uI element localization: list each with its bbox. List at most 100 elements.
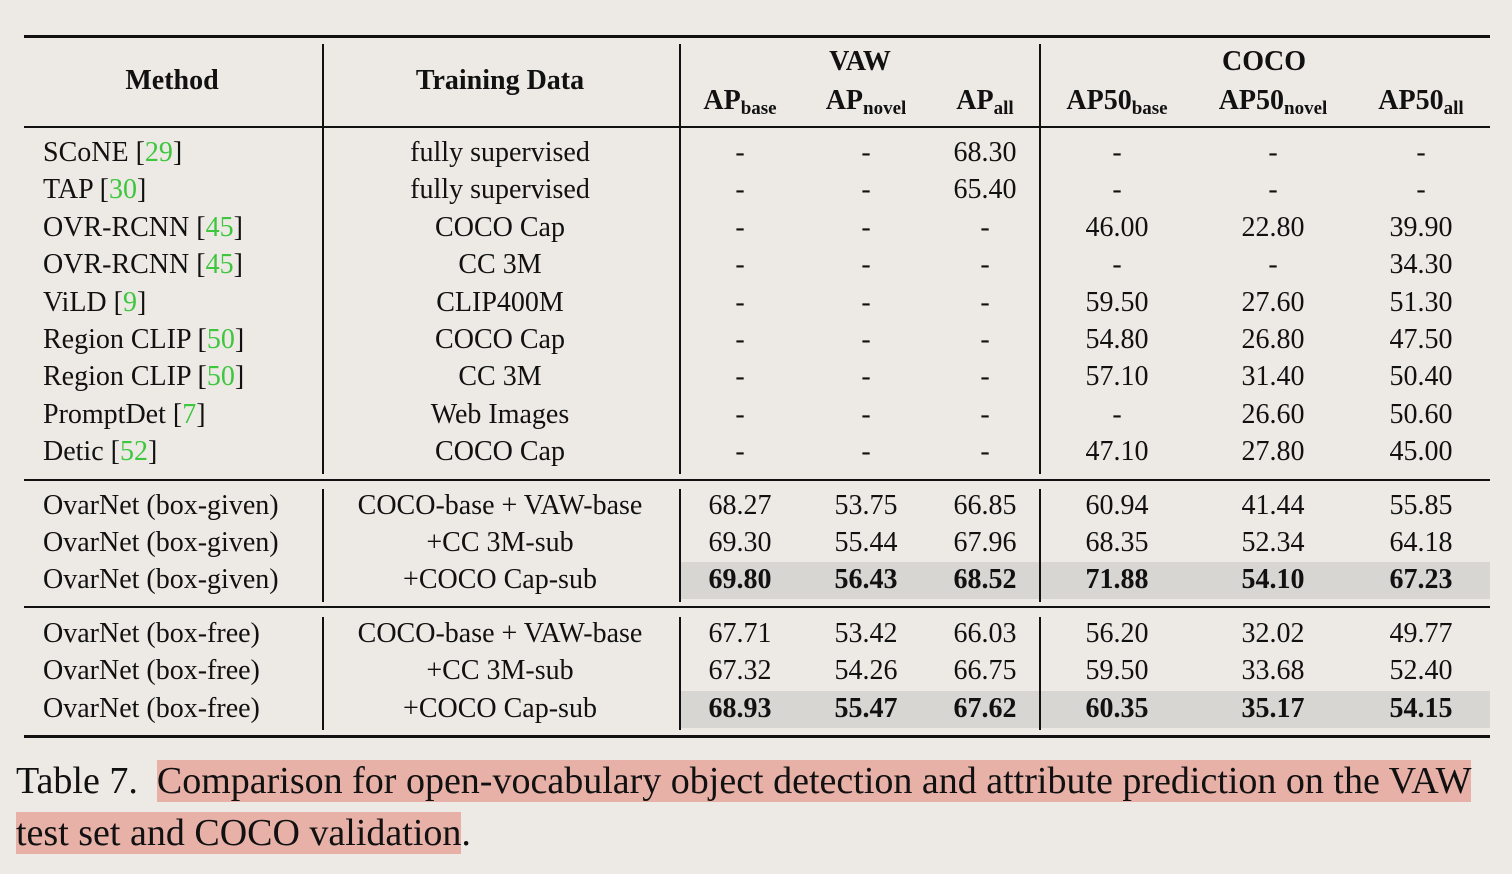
header-col-sub: base (740, 98, 777, 119)
header-col-3: AP50base (1066, 84, 1167, 118)
value-cell: 67.62 (953, 693, 1017, 724)
method-cell: OVR-RCNN [45] (43, 248, 243, 282)
value-cell: - (861, 174, 871, 205)
column-separator (322, 489, 324, 602)
method-name: ViLD [ (43, 287, 123, 318)
header-col-sub: base (1131, 98, 1168, 119)
value-cell: - (1416, 174, 1426, 205)
header-rule (24, 126, 1490, 128)
top-rule (24, 35, 1490, 38)
value-cell: 54.26 (834, 655, 898, 686)
value-cell: - (1268, 249, 1278, 280)
value-cell: - (1112, 399, 1122, 430)
value-cell: 69.30 (708, 527, 772, 558)
value-cell: 26.60 (1241, 399, 1305, 430)
method-cell: ViLD [9] (43, 286, 146, 320)
value-cell: - (861, 287, 871, 318)
citation-link[interactable]: 9 (122, 287, 137, 318)
group-rule-1 (24, 479, 1490, 481)
value-cell: 59.50 (1085, 655, 1149, 686)
citation-bracket: ] (136, 174, 147, 205)
citation-link[interactable]: 30 (108, 174, 137, 205)
value-cell: 53.75 (834, 490, 898, 521)
value-cell: 53.42 (834, 618, 898, 649)
value-cell: 67.32 (708, 655, 772, 686)
method-cell: Detic [52] (43, 435, 157, 469)
header-col-5: AP50all (1378, 84, 1463, 118)
header-col-2: APall (956, 84, 1013, 118)
value-cell: 66.03 (953, 618, 1017, 649)
header-col-4: AP50novel (1219, 84, 1328, 118)
value-cell: 55.47 (834, 693, 898, 724)
column-separator (322, 44, 324, 474)
training-data-cell: COCO Cap (435, 436, 565, 467)
value-cell: - (861, 361, 871, 392)
training-data-cell: fully supervised (410, 174, 590, 205)
method-cell: OvarNet (box-given) (43, 526, 279, 560)
value-cell: 67.23 (1389, 564, 1453, 595)
value-cell: 65.40 (953, 174, 1017, 205)
value-cell: - (861, 212, 871, 243)
column-separator (1039, 489, 1041, 602)
training-data-cell: COCO-base + VAW-base (357, 618, 643, 649)
citation-bracket: ] (172, 137, 183, 168)
method-cell: PromptDet [7] (43, 398, 206, 432)
citation-link[interactable]: 29 (144, 137, 173, 168)
header-group-coco: COCO (1222, 46, 1306, 77)
training-data-cell: +CC 3M-sub (426, 655, 574, 686)
highlight-row (680, 562, 1490, 599)
value-cell: 52.34 (1241, 527, 1305, 558)
value-cell: 32.02 (1241, 618, 1305, 649)
value-cell: 55.85 (1389, 490, 1453, 521)
citation-bracket: ] (234, 361, 245, 392)
citation-link[interactable]: 45 (205, 212, 234, 243)
value-cell: - (735, 249, 745, 280)
citation-bracket: ] (136, 287, 147, 318)
value-cell: 68.30 (953, 137, 1017, 168)
citation-link[interactable]: 50 (206, 324, 235, 355)
method-name: TAP [ (43, 174, 109, 205)
citation-link[interactable]: 52 (119, 436, 148, 467)
value-cell: 56.43 (834, 564, 898, 595)
value-cell: 34.30 (1389, 249, 1453, 280)
value-cell: - (980, 324, 990, 355)
method-name: OVR-RCNN [ (43, 212, 206, 243)
method-cell: OvarNet (box-given) (43, 489, 279, 523)
citation-link[interactable]: 50 (206, 361, 235, 392)
header-col-main: AP50 (1066, 85, 1132, 116)
value-cell: 35.17 (1241, 693, 1305, 724)
value-cell: 57.10 (1085, 361, 1149, 392)
value-cell: - (735, 212, 745, 243)
method-name: Region CLIP [ (43, 324, 207, 355)
method-cell: TAP [30] (43, 173, 146, 207)
value-cell: - (735, 287, 745, 318)
column-separator (1039, 617, 1041, 730)
method-name: OvarNet (box-given) (43, 527, 279, 558)
value-cell: - (735, 174, 745, 205)
value-cell: 50.40 (1389, 361, 1453, 392)
value-cell: - (861, 436, 871, 467)
header-col-main: AP (703, 85, 741, 116)
header-method: Method (125, 65, 219, 96)
column-separator (679, 617, 681, 730)
header-col-0: APbase (703, 84, 776, 118)
value-cell: - (1268, 174, 1278, 205)
header-col-sub: novel (863, 98, 907, 119)
training-data-cell: CLIP400M (436, 287, 564, 318)
value-cell: 69.80 (708, 564, 772, 595)
header-group-vaw: VAW (829, 46, 891, 77)
value-cell: - (735, 361, 745, 392)
value-cell: - (861, 324, 871, 355)
citation-link[interactable]: 7 (182, 399, 197, 430)
table-caption: Table 7. Comparison for open-vocabulary … (16, 755, 1498, 859)
citation-link[interactable]: 45 (205, 249, 234, 280)
value-cell: 68.93 (708, 693, 772, 724)
method-cell: Region CLIP [50] (43, 323, 244, 357)
value-cell: - (1112, 249, 1122, 280)
value-cell: 26.80 (1241, 324, 1305, 355)
value-cell: 68.27 (708, 490, 772, 521)
training-data-cell: COCO Cap (435, 212, 565, 243)
method-cell: SCoNE [29] (43, 136, 182, 170)
value-cell: 60.35 (1085, 693, 1149, 724)
value-cell: 27.60 (1241, 287, 1305, 318)
